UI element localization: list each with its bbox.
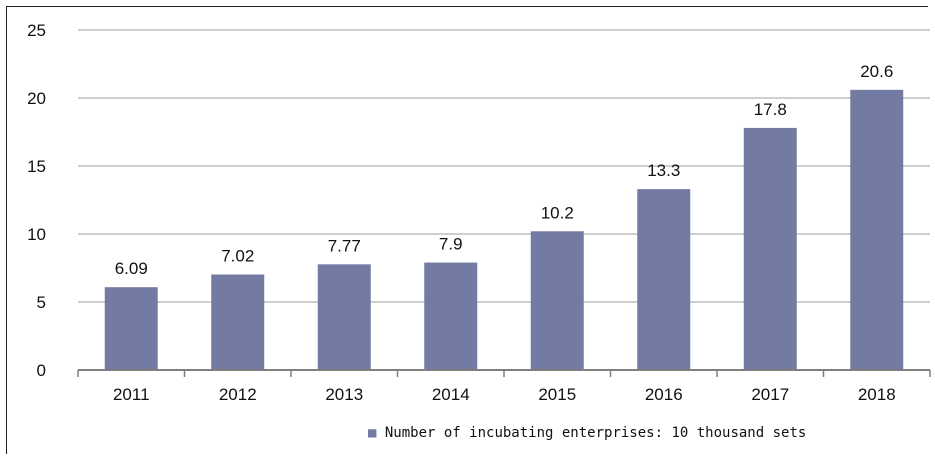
bar-2013	[317, 264, 371, 370]
x-tick-label-2015: 2015	[538, 385, 576, 404]
data-label-2012: 7.02	[221, 247, 254, 266]
y-tick-label: 25	[27, 21, 46, 40]
bar-2011	[104, 287, 158, 370]
data-labels: 6.09 7.02 7.77 7.9 10.2 13.3 17.8 20.6	[115, 62, 894, 278]
bar-2012	[211, 274, 265, 370]
data-label-2018: 20.6	[860, 62, 893, 81]
x-tick-label-2016: 2016	[645, 385, 683, 404]
x-tick-label-2014: 2014	[432, 385, 470, 404]
bar-2014	[424, 262, 478, 370]
bars	[104, 89, 904, 370]
bar-2017	[743, 127, 797, 370]
y-tick-label: 5	[37, 293, 46, 312]
bar-2018	[850, 89, 904, 370]
legend: ■ Number of incubating enterprises: 10 t…	[368, 425, 806, 441]
data-label-2017: 17.8	[754, 100, 787, 119]
data-label-2013: 7.77	[328, 236, 361, 255]
data-label-2016: 13.3	[647, 161, 680, 180]
x-tick-label-2017: 2017	[751, 385, 789, 404]
x-axis-ticks: 2011 2012 2013 2014 2015 2016 2017 2018	[77, 370, 931, 404]
x-tick-label-2013: 2013	[325, 385, 363, 404]
bar-2015	[530, 231, 584, 370]
y-tick-label: 20	[27, 89, 46, 108]
legend-label: Number of incubating enterprises: 10 tho…	[385, 425, 806, 441]
y-tick-label: 10	[27, 225, 46, 244]
legend-entry: ■ Number of incubating enterprises: 10 t…	[368, 425, 806, 441]
x-tick-label-2011: 2011	[113, 385, 150, 404]
x-tick-label-2012: 2012	[219, 385, 257, 404]
y-axis-ticks: 0 5 10 15 20 25	[27, 21, 46, 380]
data-label-2015: 10.2	[541, 203, 574, 222]
y-tick-label: 0	[37, 361, 46, 380]
chart-frame	[6, 6, 928, 454]
y-tick-label: 15	[27, 157, 46, 176]
bar-2016	[637, 189, 691, 370]
x-tick-label-2018: 2018	[858, 385, 896, 404]
data-label-2014: 7.9	[439, 235, 463, 254]
gridlines	[78, 29, 930, 303]
legend-marker: ■	[368, 425, 377, 441]
data-label-2011: 6.09	[115, 259, 148, 278]
